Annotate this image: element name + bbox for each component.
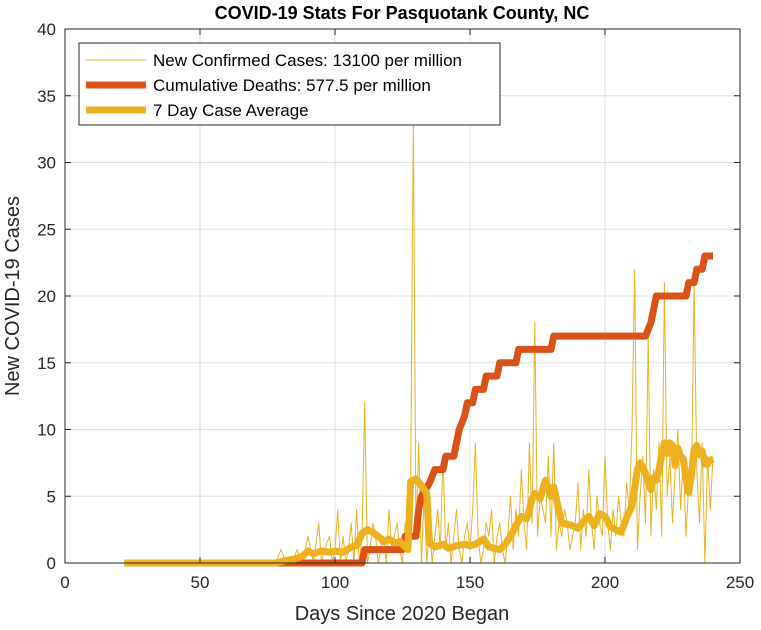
legend-box (78, 42, 501, 126)
x-tick-label: 50 (191, 573, 210, 592)
x-axis-title: Days Since 2020 Began (295, 603, 510, 625)
series-group (124, 122, 715, 567)
y-tick-label: 15 (37, 354, 56, 373)
y-tick-label: 40 (37, 20, 56, 39)
legend: New Confirmed Cases: 13100 per million C… (78, 42, 501, 126)
x-tick-label: 250 (726, 573, 754, 592)
y-axis-title: New COVID-19 Cases (2, 196, 24, 396)
y-tick-label: 25 (37, 220, 56, 239)
series-7day-average-line (124, 439, 715, 567)
legend-label-7day-average: 7 Day Case Average (153, 101, 309, 120)
legend-label-new-cases: New Confirmed Cases: 13100 per million (153, 51, 462, 70)
x-tick-label: 100 (321, 573, 349, 592)
axis-ticks: 0 50 100 150 200 250 0 5 10 15 20 25 30 35 40 (37, 20, 754, 592)
y-tick-label: 10 (37, 421, 56, 440)
x-tick-label: 150 (456, 573, 484, 592)
y-tick-label: 0 (47, 554, 56, 573)
chart-title: COVID-19 Stats For Pasquotank County, NC (215, 3, 590, 23)
y-tick-label: 20 (37, 287, 56, 306)
legend-label-deaths: Cumulative Deaths: 577.5 per million (153, 76, 431, 95)
y-tick-label: 35 (37, 87, 56, 106)
x-tick-label: 0 (60, 573, 69, 592)
y-tick-label: 30 (37, 154, 56, 173)
x-tick-label: 200 (591, 573, 619, 592)
y-tick-label: 5 (47, 487, 56, 506)
